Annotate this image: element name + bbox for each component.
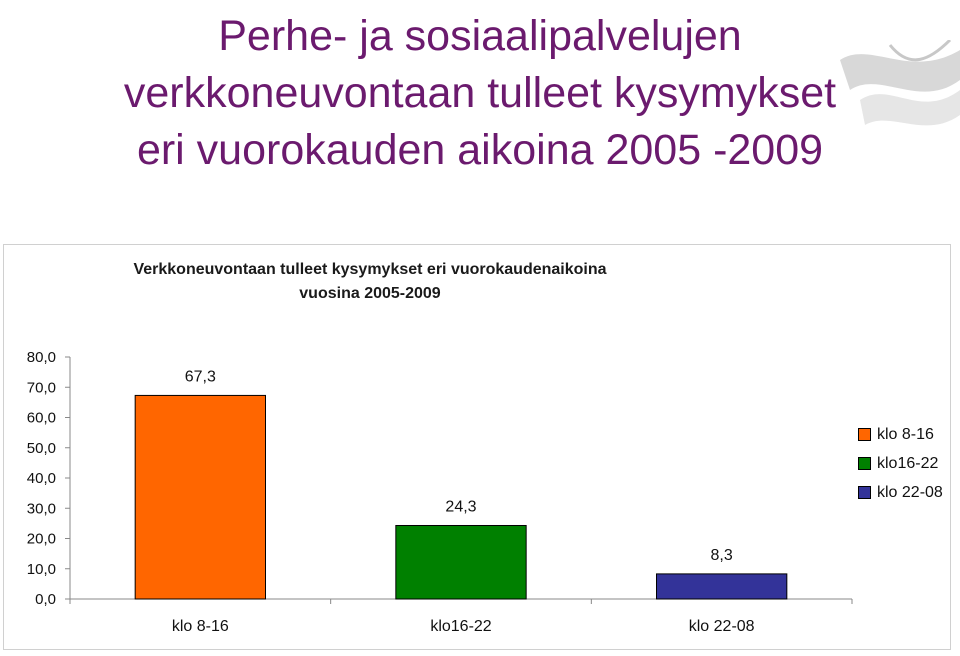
slide-title-line-3: eri vuorokauden aikoina 2005 -2009 — [136, 126, 824, 174]
legend-item-2: klo16-22 — [858, 449, 943, 478]
data-label-2: 24,3 — [445, 498, 476, 515]
category-label-1: klo 8-16 — [172, 618, 229, 635]
category-label-2: klo16-22 — [430, 618, 491, 635]
legend-swatch-1 — [858, 428, 871, 441]
y-tick-label: 0,0 — [35, 591, 56, 608]
legend-item-3: klo 22-08 — [858, 478, 943, 507]
chart-title: Verkkoneuvontaan tulleet kysymykset eri … — [0, 258, 740, 306]
y-tick-label: 70,0 — [27, 379, 56, 396]
legend: klo 8-16 klo16-22 klo 22-08 — [858, 420, 943, 507]
y-tick-label: 80,0 — [27, 349, 56, 366]
data-label-1: 67,3 — [185, 368, 216, 385]
slide-title-line-1: Perhe- ja sosiaalipalvelujen — [218, 12, 742, 60]
data-label-3: 8,3 — [711, 547, 733, 564]
bar-2 — [395, 524, 527, 600]
y-tick-label: 60,0 — [27, 410, 56, 427]
y-tick-label: 40,0 — [27, 470, 56, 487]
legend-label-1: klo 8-16 — [877, 425, 934, 443]
y-tick-label: 10,0 — [27, 561, 56, 578]
legend-label-3: klo 22-08 — [877, 483, 943, 501]
bar-3 — [656, 573, 788, 600]
slide-title-line-2: verkkoneuvontaan tulleet kysymykset — [123, 69, 837, 117]
y-tick-label: 50,0 — [27, 440, 56, 457]
chart-title-line-2: vuosina 2005-2009 — [299, 285, 441, 302]
category-label-3: klo 22-08 — [689, 618, 755, 635]
ribbon-decoration — [840, 40, 960, 126]
slide-title: Perhe- ja sosiaalipalvelujen verkkoneuvo… — [0, 8, 960, 179]
y-tick-label: 20,0 — [27, 531, 56, 548]
legend-label-2: klo16-22 — [877, 454, 939, 472]
legend-swatch-3 — [858, 486, 871, 499]
chart-title-line-1: Verkkoneuvontaan tulleet kysymykset eri … — [133, 261, 607, 278]
legend-item-1: klo 8-16 — [858, 420, 943, 449]
y-tick-label: 30,0 — [27, 500, 56, 517]
legend-swatch-2 — [858, 457, 871, 470]
bar-1 — [134, 394, 266, 600]
